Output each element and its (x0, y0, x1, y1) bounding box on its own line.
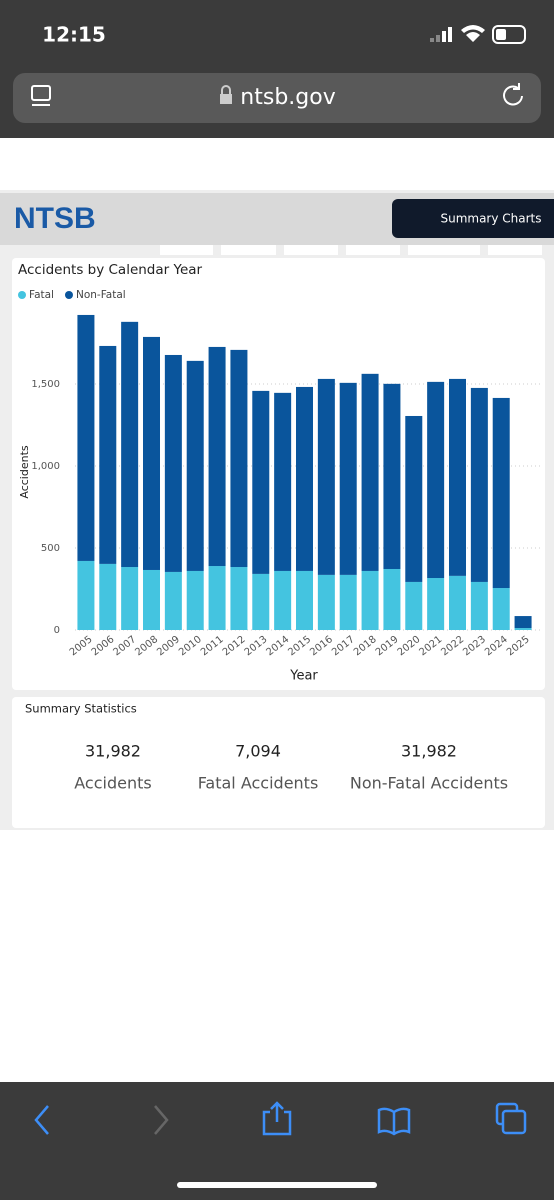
toolbar-icons[interactable] (34, 1101, 527, 1136)
bar-segment (449, 378, 466, 576)
chart-title: Accidents by Calendar Year (18, 262, 203, 278)
y-axis-title: Accidents (18, 445, 31, 499)
bar-segment (296, 570, 313, 630)
bar-segment (208, 346, 226, 567)
stat-label: Accidents (74, 774, 151, 793)
bar-segment (121, 321, 139, 568)
legend-swatch (18, 291, 26, 299)
bar-segment (361, 373, 379, 571)
tabs (160, 245, 542, 255)
logo: NTSB (14, 202, 96, 235)
lock-icon (220, 85, 232, 104)
bar-segment (317, 378, 335, 575)
bar-segment (252, 390, 270, 574)
summary-button[interactable] (392, 199, 554, 238)
bar-segment (405, 581, 423, 630)
stat-value: 31,982 (85, 742, 141, 761)
x-axis-title: Year (289, 669, 318, 684)
bar-segment (99, 345, 117, 564)
bar-segment (514, 616, 532, 629)
bar-segment (77, 560, 95, 630)
bar-segment (230, 349, 248, 568)
button-label[interactable]: Summary Charts (440, 212, 541, 226)
bar-segment (164, 571, 182, 630)
bar-segment (383, 383, 401, 569)
stat-value: 31,982 (401, 742, 457, 761)
bar-segment (164, 354, 182, 572)
bar-segment (121, 567, 139, 630)
bar-segment (143, 569, 160, 630)
bar-segment (470, 581, 488, 630)
bar-segment (274, 570, 292, 630)
reload[interactable] (503, 83, 523, 106)
y-tick-label: 0 (54, 625, 60, 636)
bar-segment (339, 382, 357, 575)
bar-segment (492, 588, 510, 630)
stats: 31,982 Accidents 7,094 Fatal Accidents 31,98… (74, 742, 508, 793)
legend-swatch (64, 291, 73, 299)
bar-segment (317, 574, 335, 630)
bar-segment (186, 360, 204, 571)
stat-label: Fatal Accidents (198, 774, 319, 793)
status-icons (430, 25, 526, 44)
bar-segment (339, 574, 357, 630)
home-indicator (177, 1182, 377, 1188)
bar-segment (427, 381, 445, 579)
bar-segment (405, 415, 423, 582)
bar-segment (427, 578, 445, 630)
bar-segment (383, 568, 401, 630)
legend-label: Non-Fatal (76, 289, 126, 301)
bar-segment (186, 570, 204, 630)
bar-segment (492, 397, 510, 589)
bar-segment (208, 566, 226, 630)
summary-card (12, 697, 545, 828)
bar-segment (77, 314, 95, 561)
stat-label: Non-Fatal Accidents (350, 774, 508, 793)
y-tick-label: 1,000 (31, 461, 60, 472)
y-tick-label: 1,500 (31, 379, 60, 390)
url-bar[interactable] (13, 73, 541, 123)
legend-label: Fatal (29, 289, 54, 301)
stat-value: 7,094 (235, 742, 281, 761)
bar-segment (252, 573, 270, 630)
bar-segment (230, 567, 248, 630)
bar-segment (143, 336, 160, 570)
url[interactable]: ntsb.gov (240, 85, 335, 110)
bar-segment (296, 386, 313, 571)
bar-segment (514, 628, 532, 630)
summary-title: Summary Statistics (25, 702, 137, 716)
bar-segment (361, 570, 379, 630)
bar-segment (274, 392, 292, 571)
time: 12:15 (42, 23, 106, 47)
reader-icon[interactable] (31, 85, 51, 106)
bar-segment (99, 563, 117, 630)
bar-segment (470, 387, 488, 582)
y-tick-label: 500 (41, 543, 60, 554)
bar-segment (449, 575, 466, 630)
